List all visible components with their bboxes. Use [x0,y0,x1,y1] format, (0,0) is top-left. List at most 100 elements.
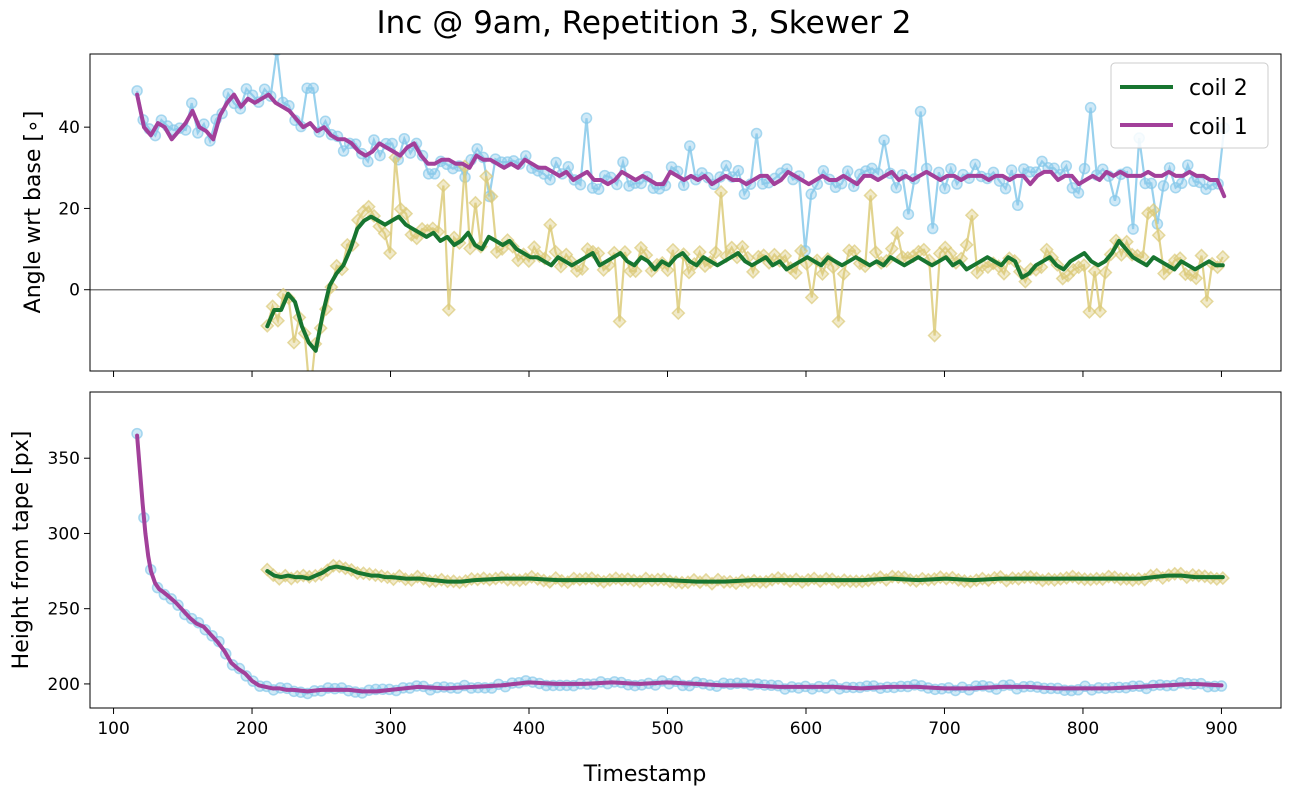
raw-marker [185,97,198,109]
raw-marker [1098,265,1113,280]
raw-marker [386,137,398,150]
raw-marker [1127,223,1139,235]
raw-marker [1215,249,1230,265]
raw-marker [286,335,302,350]
raw-marker [902,208,915,220]
raw-marker [890,225,905,241]
raw-marker [969,158,981,171]
raw-marker [596,262,611,277]
raw-marker [665,242,681,257]
raw-marker [878,134,890,146]
raw-marker [574,178,587,191]
plot-area-0 [90,54,1281,371]
y-tick-label: 350 [48,449,80,469]
x-tick-label: 200 [236,719,268,739]
raw-marker [623,180,635,192]
raw-marker [484,189,499,204]
raw-marker [750,127,763,140]
raw-marker [612,314,627,329]
raw-marker [916,242,931,257]
x-tick-label: 100 [97,719,129,739]
raw-marker [745,264,761,279]
raw-marker [1066,262,1081,277]
x-tick-label: 700 [928,719,960,739]
raw-marker [1114,247,1129,262]
raw-marker [713,184,729,200]
raw-marker [831,314,846,329]
raw-marker [527,240,542,255]
raw-marker [863,188,878,203]
raw-marker [592,183,605,195]
raw-marker [428,168,441,180]
raw-marker [569,263,584,279]
y-tick-label: 300 [48,524,80,544]
raw-marker [945,162,957,175]
raw-marker [441,302,456,317]
raw-marker [399,206,414,221]
raw-marker [1109,194,1121,207]
raw-marker [617,156,629,168]
raw-marker [553,259,568,274]
raw-marker [1141,206,1156,221]
plot-area-1 [131,427,1230,700]
raw-marker [939,182,951,195]
legend-label-coil-2: coil 2 [1189,76,1248,101]
series-line-coil-2 [265,214,1225,353]
raw-marker [1175,177,1188,190]
raw-marker [999,182,1012,195]
x-tick-label: 500 [651,719,683,739]
raw-marker [404,147,417,159]
raw-marker [1199,294,1214,309]
raw-marker [684,140,696,152]
raw-marker [890,181,903,194]
raw-marker [270,313,286,328]
raw-marker [1055,271,1070,286]
raw-marker [1082,304,1097,319]
raw-marker [1151,228,1166,243]
raw-marker [836,266,851,281]
raw-marker [914,105,927,118]
raw-marker [922,253,937,268]
raw-marker [374,149,386,162]
raw-marker [307,82,319,95]
height-panel: 200 250 300 350 100 200 300 400 500 600 700 800 900 H… [9,391,1282,739]
raw-marker [724,240,739,255]
y-tick-label: 40 [58,118,80,138]
raw-marker [468,195,483,210]
x-tick-label: 800 [1067,719,1099,739]
raw-marker [489,244,504,260]
series-line-coil-1 [135,433,1224,694]
raw-marker [479,169,494,184]
raw-marker [732,164,745,177]
raw-marker [550,156,562,169]
angle-panel: 0 20 40 Angle wrt base [∘] [21,53,1282,377]
raw-marker [1182,159,1194,171]
raw-marker [996,266,1012,281]
raw-marker [337,145,350,157]
y-tick-label: 200 [48,675,80,695]
raw-marker [738,188,751,200]
raw-marker [1018,274,1033,289]
raw-marker [575,261,590,276]
chart-title: Inc @ 9am, Repetition 3, Skewer 2 [377,5,912,41]
raw-marker [964,208,979,223]
raw-marker [356,204,371,219]
raw-marker [543,217,558,232]
x-tick-label: 400 [513,719,545,739]
raw-marker [1157,266,1172,281]
raw-marker [436,178,451,193]
raw-marker [409,231,424,246]
raw-marker [1092,304,1108,319]
raw-marker [544,173,556,186]
raw-marker [377,226,392,241]
raw-marker [868,245,883,260]
raw-marker [1072,187,1085,199]
raw-marker [708,245,723,260]
series-line-coil-1 [135,92,1227,199]
raw-marker [692,244,707,260]
x-axis-label: Timestamp [583,762,707,787]
raw-marker [1005,164,1018,176]
raw-marker [1039,242,1054,257]
raw-marker [926,222,939,235]
raw-marker [980,259,996,275]
